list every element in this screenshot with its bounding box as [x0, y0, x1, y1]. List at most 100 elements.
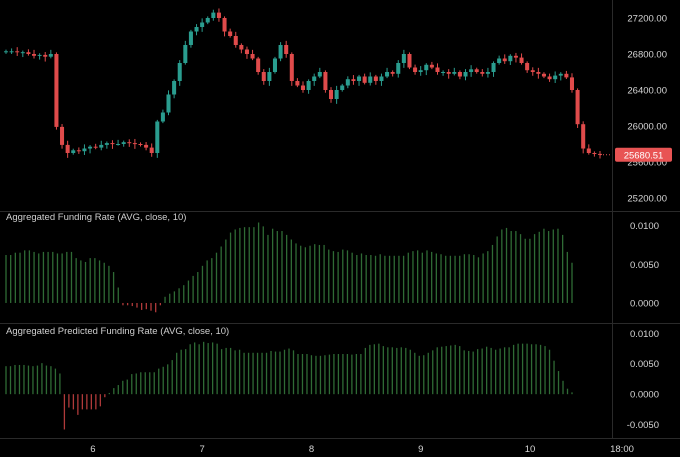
candle: [93, 146, 98, 148]
candle: [250, 54, 255, 59]
candle: [541, 73, 546, 77]
price-axis-label: 25200.00: [627, 194, 667, 205]
predicted-funding-rate-bars: [5, 341, 573, 430]
candle: [99, 144, 104, 148]
candle: [452, 72, 457, 74]
candle: [194, 27, 199, 32]
time-axis-label: 18:00: [610, 444, 634, 455]
candle: [289, 54, 294, 81]
funding-axis-label: 0.0000: [630, 390, 659, 401]
candle: [284, 45, 289, 54]
funding-rate-bars: [5, 222, 573, 313]
candle: [26, 52, 31, 54]
last-price-badge: [615, 147, 672, 162]
candle: [43, 54, 48, 57]
candle: [418, 70, 423, 72]
candle: [200, 22, 205, 27]
candle: [172, 81, 177, 95]
candle: [362, 76, 367, 83]
time-axis-label: 8: [309, 444, 314, 455]
candle: [244, 49, 249, 54]
candle: [3, 51, 9, 53]
candle: [278, 45, 283, 59]
candle: [385, 72, 390, 77]
candle: [261, 72, 266, 81]
time-axis-label: 6: [90, 444, 95, 455]
candle: [323, 72, 328, 90]
candle: [37, 54, 42, 56]
candle: [480, 72, 485, 74]
candle: [239, 45, 244, 50]
candle: [351, 79, 356, 81]
predicted-funding-rate-pane-title: Aggregated Predicted Funding Rate (AVG, …: [6, 326, 230, 337]
candle: [317, 72, 322, 77]
last-price-label: 25680.51: [624, 150, 664, 161]
candle: [177, 63, 182, 81]
funding-axis-label: 0.0100: [630, 221, 659, 232]
candle: [407, 54, 412, 68]
candle: [9, 51, 14, 53]
funding-rate-pane-title: Aggregated Funding Rate (AVG, close, 10): [6, 212, 187, 223]
candlestick-series: [3, 8, 603, 159]
candle: [429, 64, 434, 68]
candle: [435, 67, 440, 72]
candle: [469, 69, 474, 72]
candle: [15, 51, 20, 53]
time-axis-label: 9: [418, 444, 423, 455]
candle: [525, 63, 530, 71]
candle: [71, 150, 76, 153]
candle: [82, 148, 87, 152]
candle: [569, 77, 574, 90]
candle: [228, 31, 233, 36]
candle: [390, 72, 395, 74]
candle: [205, 18, 210, 23]
candle: [300, 85, 306, 90]
candle: [497, 58, 502, 63]
candle: [457, 72, 462, 77]
candle: [149, 147, 154, 153]
candle: [396, 63, 401, 74]
candle: [463, 72, 468, 77]
candle: [334, 90, 339, 99]
candle: [211, 12, 216, 18]
candle: [48, 54, 53, 57]
candle: [379, 76, 384, 81]
funding-axis-label: 0.0100: [630, 329, 659, 340]
candle: [65, 144, 70, 153]
candle: [519, 57, 524, 63]
candle: [547, 76, 552, 80]
candle: [558, 73, 563, 76]
candle: [592, 153, 597, 154]
time-axis-label: 10: [525, 444, 536, 455]
candle: [20, 52, 25, 54]
candle: [553, 75, 558, 80]
candle: [424, 64, 429, 71]
candle: [222, 18, 227, 32]
candle: [121, 142, 126, 144]
candle: [188, 31, 193, 45]
candle: [513, 55, 518, 58]
candle: [110, 143, 115, 145]
candle: [144, 144, 149, 148]
candle: [530, 70, 535, 72]
candle: [295, 81, 300, 86]
candle: [104, 143, 109, 145]
candle: [166, 94, 171, 113]
candle: [183, 45, 188, 63]
candle: [508, 55, 513, 62]
candle: [536, 72, 541, 74]
candle: [357, 76, 362, 81]
candle: [446, 72, 451, 74]
funding-axis-label: -0.0050: [627, 420, 659, 431]
candle: [127, 142, 132, 144]
candle: [345, 79, 350, 86]
candle: [312, 76, 317, 81]
candle: [60, 126, 65, 145]
candle: [329, 90, 334, 99]
funding-axis-label: 0.0050: [630, 260, 659, 271]
candle: [441, 72, 446, 73]
candle: [272, 58, 277, 72]
candle: [474, 69, 479, 72]
